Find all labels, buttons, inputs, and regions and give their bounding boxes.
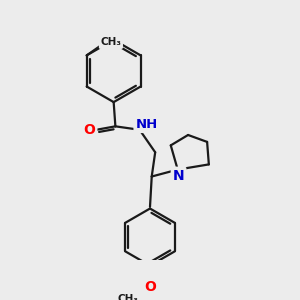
Text: CH₃: CH₃ xyxy=(117,294,138,300)
Text: O: O xyxy=(144,280,156,294)
Text: O: O xyxy=(83,123,95,137)
Text: N: N xyxy=(173,169,184,183)
Text: NH: NH xyxy=(135,118,158,131)
Text: CH₃: CH₃ xyxy=(100,38,122,47)
